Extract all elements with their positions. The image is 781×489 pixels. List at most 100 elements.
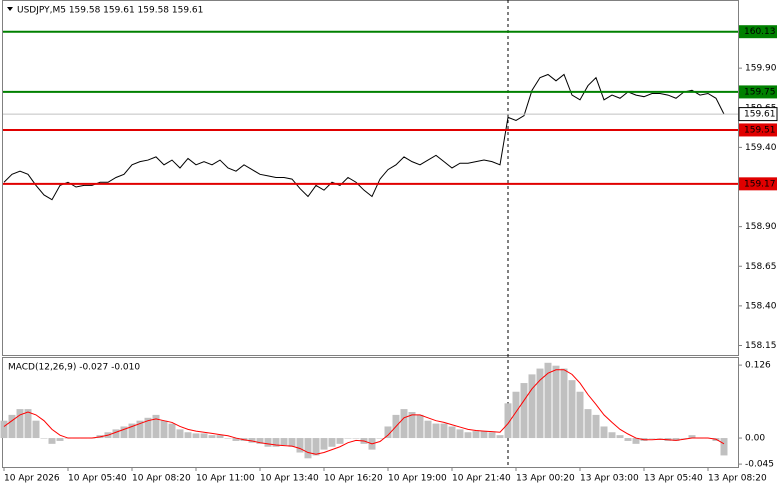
current-price-tag (738, 107, 778, 122)
macd-bar (48, 438, 56, 444)
macd-bar (384, 426, 392, 439)
y-tick-label: 158.65 (745, 262, 777, 272)
x-tick-label: 10 Apr 16:20 (324, 474, 383, 484)
macd-bar (504, 403, 512, 439)
macd-bar (408, 412, 416, 439)
macd-bar (8, 414, 16, 439)
level-label: 159.51 (744, 125, 776, 135)
macd-bar (584, 409, 592, 439)
macd-bar (40, 438, 48, 439)
x-tick-label: 13 Apr 05:40 (644, 474, 703, 484)
macd-bar (184, 432, 192, 439)
macd-bar (320, 438, 328, 450)
macd-bar (272, 438, 280, 447)
macd-bar (520, 383, 528, 439)
x-tick-label: 13 Apr 00:20 (516, 474, 575, 484)
macd-bar (576, 391, 584, 439)
macd-bar (656, 438, 664, 439)
macd-bar (136, 420, 144, 439)
y-tick-label: 0.126 (745, 361, 771, 371)
macd-bar (600, 426, 608, 439)
macd-bar (152, 414, 160, 439)
macd-bar (248, 438, 256, 443)
level-tag (739, 85, 777, 99)
macd-bar (112, 429, 120, 439)
macd-bar (552, 365, 560, 439)
macd-bar (480, 431, 488, 439)
y-tick-label: 0.00 (745, 434, 765, 444)
menu-arrow[interactable] (7, 7, 13, 11)
macd-bar (424, 420, 432, 439)
macd-bar (192, 433, 200, 439)
macd-bar (32, 420, 40, 439)
macd-bar (416, 414, 424, 439)
y-tick-label: 159.90 (745, 64, 777, 74)
macd-bar (464, 432, 472, 439)
macd-bar (432, 423, 440, 439)
macd-bar (232, 438, 240, 441)
macd-bar (616, 435, 624, 439)
macd-bar (648, 438, 656, 439)
macd-bar (544, 362, 552, 439)
macd-bar (680, 438, 688, 439)
macd-bar (336, 438, 344, 444)
x-tick-label: 10 Apr 11:00 (196, 474, 255, 484)
macd-bar (344, 438, 352, 439)
level-label: 159.75 (744, 87, 776, 97)
level-tag (739, 177, 777, 191)
macd-bar (304, 438, 312, 459)
macd-bar (264, 438, 272, 447)
macd-bar (328, 438, 336, 447)
macd-bar (16, 409, 24, 439)
macd-bar (224, 438, 232, 439)
macd-bar (720, 438, 728, 456)
macd-bar (168, 423, 176, 439)
macd-bar (472, 431, 480, 439)
level-label: 159.17 (744, 179, 776, 189)
x-tick-label: 10 Apr 05:40 (68, 474, 127, 484)
level-tag (739, 123, 777, 137)
macd-bar (144, 417, 152, 439)
macd-bar (200, 433, 208, 439)
macd-bar (632, 438, 640, 444)
y-tick-label: 159.40 (745, 143, 777, 153)
macd-bar (176, 429, 184, 439)
signal-line (3, 369, 725, 455)
macd-bar (608, 432, 616, 439)
macd-bar (456, 429, 464, 439)
current-price-label: 159.61 (744, 110, 776, 120)
macd-bar (216, 435, 224, 439)
x-tick-label: 10 Apr 08:20 (132, 474, 191, 484)
y-tick-label: 158.40 (745, 301, 777, 311)
x-tick-label: 10 Apr 2026 (4, 474, 60, 484)
chart-title: USDJPY,M5 159.58 159.61 159.58 159.61 (17, 6, 203, 16)
macd-bar (296, 438, 304, 453)
macd-bar (208, 435, 216, 439)
y-tick-label: 158.15 (745, 341, 777, 351)
macd-bar (24, 409, 32, 439)
macd-bar (528, 374, 536, 439)
macd-title: MACD(12,26,9) -0.027 -0.010 (8, 363, 140, 373)
macd-bar (288, 438, 296, 447)
macd-bar (312, 438, 320, 456)
macd-bar (0, 420, 8, 439)
y-tick-label: -0.045 (745, 460, 774, 470)
macd-bar (128, 423, 136, 439)
macd-bar (688, 435, 696, 439)
macd-bar (440, 423, 448, 439)
x-tick-label: 10 Apr 19:00 (388, 474, 447, 484)
macd-bar (56, 438, 64, 441)
x-tick-label: 10 Apr 21:40 (452, 474, 511, 484)
macd-bar (672, 438, 680, 441)
macd-bar (400, 409, 408, 439)
macd-bar (120, 426, 128, 439)
y-tick-label: 158.90 (745, 222, 777, 232)
x-tick-label: 10 Apr 13:40 (260, 474, 319, 484)
macd-bar (568, 380, 576, 439)
macd-bar (488, 432, 496, 439)
macd-bar (280, 438, 288, 445)
level-tag (739, 25, 777, 39)
price-panel (2, 0, 739, 356)
